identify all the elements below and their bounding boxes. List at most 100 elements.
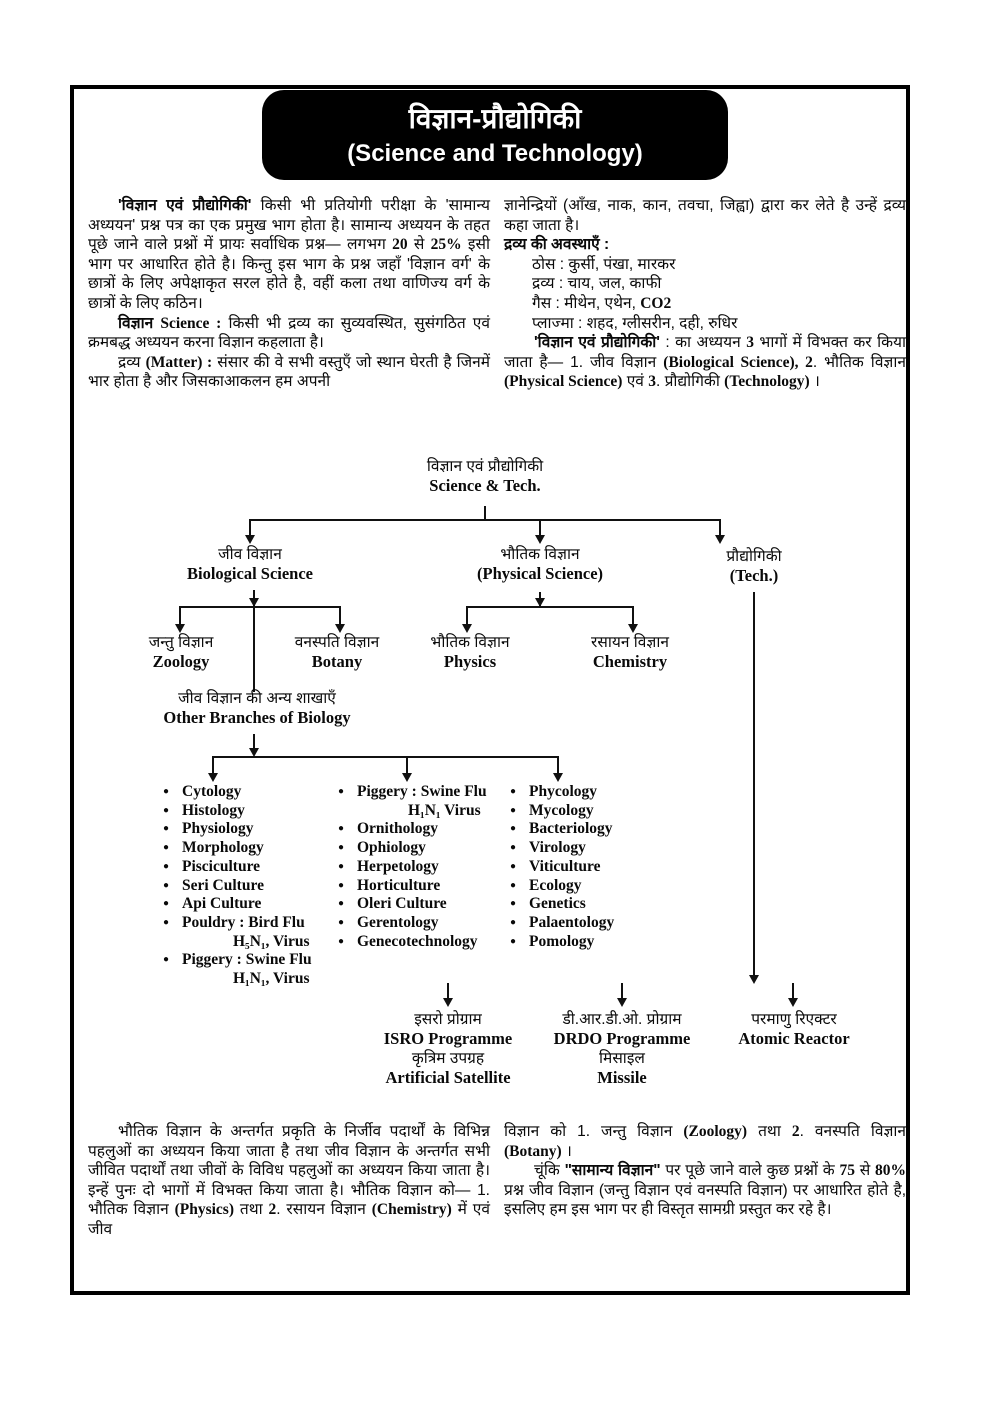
node-chemistry-english: Chemistry — [592, 652, 668, 671]
biology-branch-item: ● Ornithology — [338, 820, 438, 838]
arrow-down-icon — [402, 773, 412, 782]
node-drdo-programme: डी.आर.डी.ओ. प्रोग्राम DRDO Programme मिस… — [554, 1010, 691, 1088]
bullet-icon: ● — [163, 860, 170, 872]
arrow-down-icon — [535, 535, 545, 544]
node-botany-english: Botany — [311, 652, 363, 671]
paragraph: भौतिक विज्ञान के अन्तर्गत प्रकृति के निर… — [88, 1123, 490, 1238]
arrow-down-icon — [749, 975, 759, 984]
node-chemistry-hindi: रसायन विज्ञान — [591, 634, 669, 651]
connector-to-botany — [339, 606, 341, 624]
connector-bio-crossbar — [180, 606, 340, 608]
connector-to-list-3 — [557, 756, 559, 774]
connector-other-branches-stub — [253, 734, 255, 750]
paragraph: ठोस : कुर्सी, पंखा, मारकर — [532, 255, 676, 273]
bullet-icon: ● — [338, 935, 345, 947]
connector-phys-crossbar — [467, 606, 633, 608]
bullet-icon: ● — [510, 898, 517, 910]
biology-branch-item: ● Morphology — [163, 839, 264, 857]
bullet-icon: ● — [510, 879, 517, 891]
missile-hindi: मिसाइल — [599, 1050, 645, 1067]
drdo-label-hindi: डी.आर.डी.ओ. प्रोग्राम — [562, 1011, 682, 1028]
atomic-reactor-hindi: परमाणु रिएक्टर — [751, 1011, 837, 1028]
bullet-icon: ● — [510, 786, 517, 797]
connector-to-list-1 — [212, 756, 214, 774]
biology-branch-item: ● Gerentology — [338, 913, 439, 931]
page-title-english: (Science and Technology) — [347, 139, 643, 167]
node-chemistry: रसायन विज्ञान Chemistry — [591, 633, 669, 672]
paragraph: द्रव्य की अवस्थाएँ : — [504, 236, 610, 254]
node-technology-english: (Tech.) — [729, 566, 779, 585]
connector-bio-to-other-branches — [253, 606, 255, 692]
intro-right-column: ज्ञानेन्द्रियों (आँख, नाक, कान, तवचा, जि… — [504, 196, 906, 392]
node-science-and-tech-hindi: विज्ञान एवं प्रौद्योगिकी — [426, 458, 544, 475]
node-isro-programme: इसरो प्रोग्राम ISRO Programme कृत्रिम उप… — [384, 1010, 512, 1088]
artificial-satellite-english: Artificial Satellite — [385, 1068, 511, 1087]
connector-level1-crossbar — [250, 519, 720, 521]
connector-technology-down — [753, 592, 755, 976]
arrow-down-icon — [535, 598, 545, 607]
bullet-icon: ● — [338, 916, 345, 928]
bullet-icon: ● — [163, 954, 170, 966]
biology-branch-item: ● Horticulture — [338, 876, 441, 894]
node-biological-science-hindi: जीव विज्ञान — [218, 546, 282, 563]
node-physics: भौतिक विज्ञान Physics — [430, 633, 509, 672]
bullet-icon: ● — [338, 823, 345, 835]
bullet-icon: ● — [163, 898, 170, 910]
biology-branch-item: ● Virology — [510, 839, 586, 857]
bullet-icon: ● — [163, 804, 170, 816]
node-physics-english: Physics — [443, 652, 497, 671]
node-zoology-hindi: जन्तु विज्ञान — [148, 634, 214, 651]
node-physical-science: भौतिक विज्ञान (Physical Science) — [477, 545, 603, 584]
arrow-down-icon — [788, 998, 798, 1007]
bullet-icon: ● — [338, 786, 345, 797]
biology-branch-item: ● Physiology — [163, 820, 254, 838]
bullet-icon: ● — [510, 823, 517, 835]
biology-branch-item: ● Ophiology — [338, 839, 426, 857]
bullet-icon: ● — [510, 916, 517, 928]
biology-branch-item: ● Seri Culture — [163, 876, 264, 894]
isro-label-hindi: इसरो प्रोग्राम — [414, 1011, 482, 1028]
arrow-down-icon — [335, 624, 345, 633]
arrow-down-icon — [249, 748, 259, 757]
bullet-icon: ● — [163, 916, 170, 928]
biology-branch-item: ● Palaentology — [510, 913, 615, 931]
paragraph: विज्ञान Science : किसी भी द्रव्य का सुव्… — [88, 314, 490, 352]
biology-branch-item: ● Pomology — [510, 932, 595, 950]
arrow-down-icon — [553, 773, 563, 782]
biology-branch-item: ● Piggery : Swine Flu H₁N₁, Virus — [163, 951, 312, 988]
connector-to-chemistry — [632, 606, 634, 624]
bullet-icon: ● — [338, 879, 345, 891]
node-technology-hindi: प्रौद्योगिकी — [726, 548, 782, 565]
biology-branch-item: ● Genecotechnology — [338, 932, 478, 950]
connector-to-isro — [447, 983, 449, 999]
node-botany: वनस्पति विज्ञान Botany — [295, 633, 379, 672]
paragraph: ज्ञानेन्द्रियों (आँख, नाक, कान, तवचा, जि… — [504, 197, 906, 234]
biology-branch-item: ● Mycology — [510, 801, 594, 819]
arrow-down-icon — [249, 598, 259, 607]
biology-list-column-1: ● Cytology ● Histology ● Physiology ● Morpholog… — [163, 783, 312, 989]
biology-branch-item: ● Api Culture — [163, 895, 262, 913]
node-physical-science-hindi: भौतिक विज्ञान — [500, 546, 580, 563]
connector-to-drdo — [621, 983, 623, 999]
node-physical-science-english: (Physical Science) — [476, 564, 604, 583]
arrow-down-icon — [443, 998, 453, 1007]
artificial-satellite-hindi: कृत्रिम उपग्रह — [411, 1050, 485, 1067]
connector-to-list-2 — [406, 756, 408, 774]
paragraph: विज्ञान को 1. जन्तु विज्ञान (Zoology) तथ… — [504, 1123, 906, 1160]
node-physics-hindi: भौतिक विज्ञान — [430, 634, 510, 651]
bullet-icon: ● — [510, 860, 517, 872]
connector-lists-crossbar — [213, 756, 559, 758]
biology-branch-item: ● Genetics — [510, 895, 586, 913]
node-biological-science-english: Biological Science — [186, 564, 314, 583]
arrow-down-icon — [628, 624, 638, 633]
paragraph: 'विज्ञान एवं प्रौद्योगिकी' : का अध्ययन 3… — [504, 334, 907, 391]
connector-to-zoology — [179, 606, 181, 624]
node-technology: प्रौद्योगिकी (Tech.) — [726, 547, 781, 586]
biology-branch-item: ● Herpetology — [338, 857, 439, 875]
biology-list-column-2: ● Piggery : Swine Flu H₁N₁ Virus ● Ornitholo… — [338, 783, 487, 951]
connector-root-stub — [484, 506, 486, 520]
node-biological-science: जीव विज्ञान Biological Science — [187, 545, 313, 584]
bullet-icon: ● — [163, 842, 170, 854]
connector-to-atomic-reactor — [792, 983, 794, 999]
